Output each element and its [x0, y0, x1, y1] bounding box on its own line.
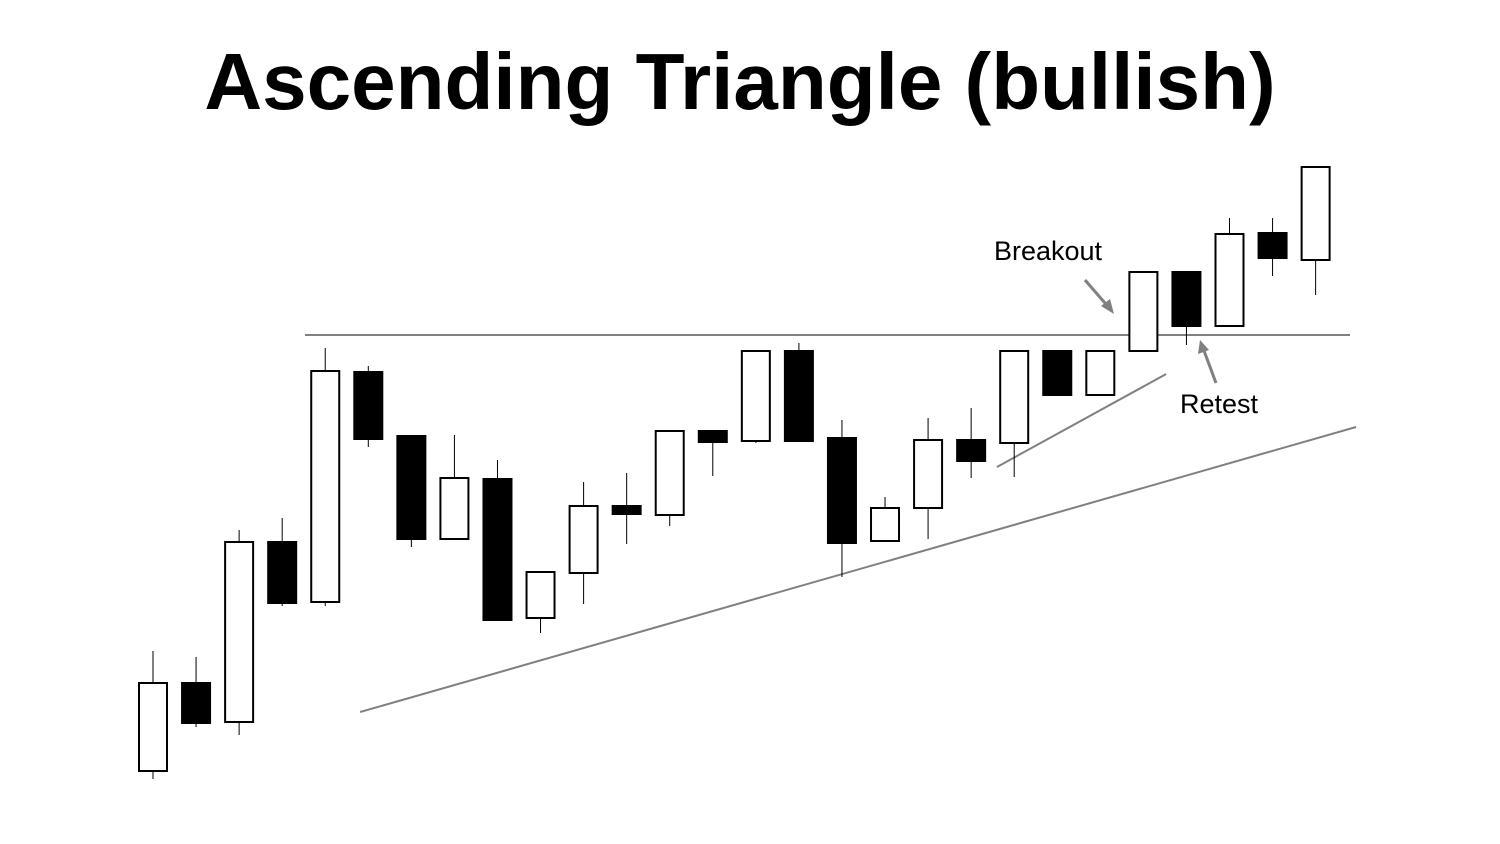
annotation: Retest	[1180, 389, 1259, 419]
candle-body	[224, 541, 255, 723]
candle-body	[1300, 166, 1331, 261]
candle-body	[611, 505, 642, 515]
candle-body	[654, 430, 685, 516]
candle-body	[1257, 232, 1288, 259]
candle-body	[568, 505, 599, 574]
candle-body	[267, 541, 298, 604]
candle-body	[956, 439, 987, 462]
candle-body	[310, 370, 341, 603]
candle-body	[697, 430, 728, 443]
trend-line	[996, 373, 1167, 468]
trend-line	[359, 426, 1357, 713]
candle-body	[1085, 350, 1116, 396]
candle-body	[1214, 233, 1245, 327]
candle-body	[181, 682, 212, 724]
candle-body	[870, 507, 901, 542]
candle-body	[138, 682, 168, 772]
candle-body	[439, 477, 470, 540]
candle-body	[1171, 271, 1202, 327]
arrow-head	[1101, 299, 1114, 314]
annotation: Breakout	[994, 236, 1103, 266]
arrow-head	[1198, 340, 1209, 354]
candle-body	[353, 371, 384, 440]
candle-body	[913, 439, 944, 509]
candle-body	[1128, 271, 1159, 352]
candle-body	[783, 350, 814, 442]
candle-body	[1042, 350, 1073, 396]
candle-body	[826, 437, 857, 544]
candle-body	[482, 478, 513, 621]
candle-body	[525, 571, 556, 619]
candle-body	[999, 350, 1030, 444]
candle-body	[740, 350, 771, 442]
chart-title: Ascending Triangle (bullish)	[204, 37, 1275, 126]
annotation-arrow	[1201, 347, 1218, 384]
candle-body	[396, 435, 427, 540]
